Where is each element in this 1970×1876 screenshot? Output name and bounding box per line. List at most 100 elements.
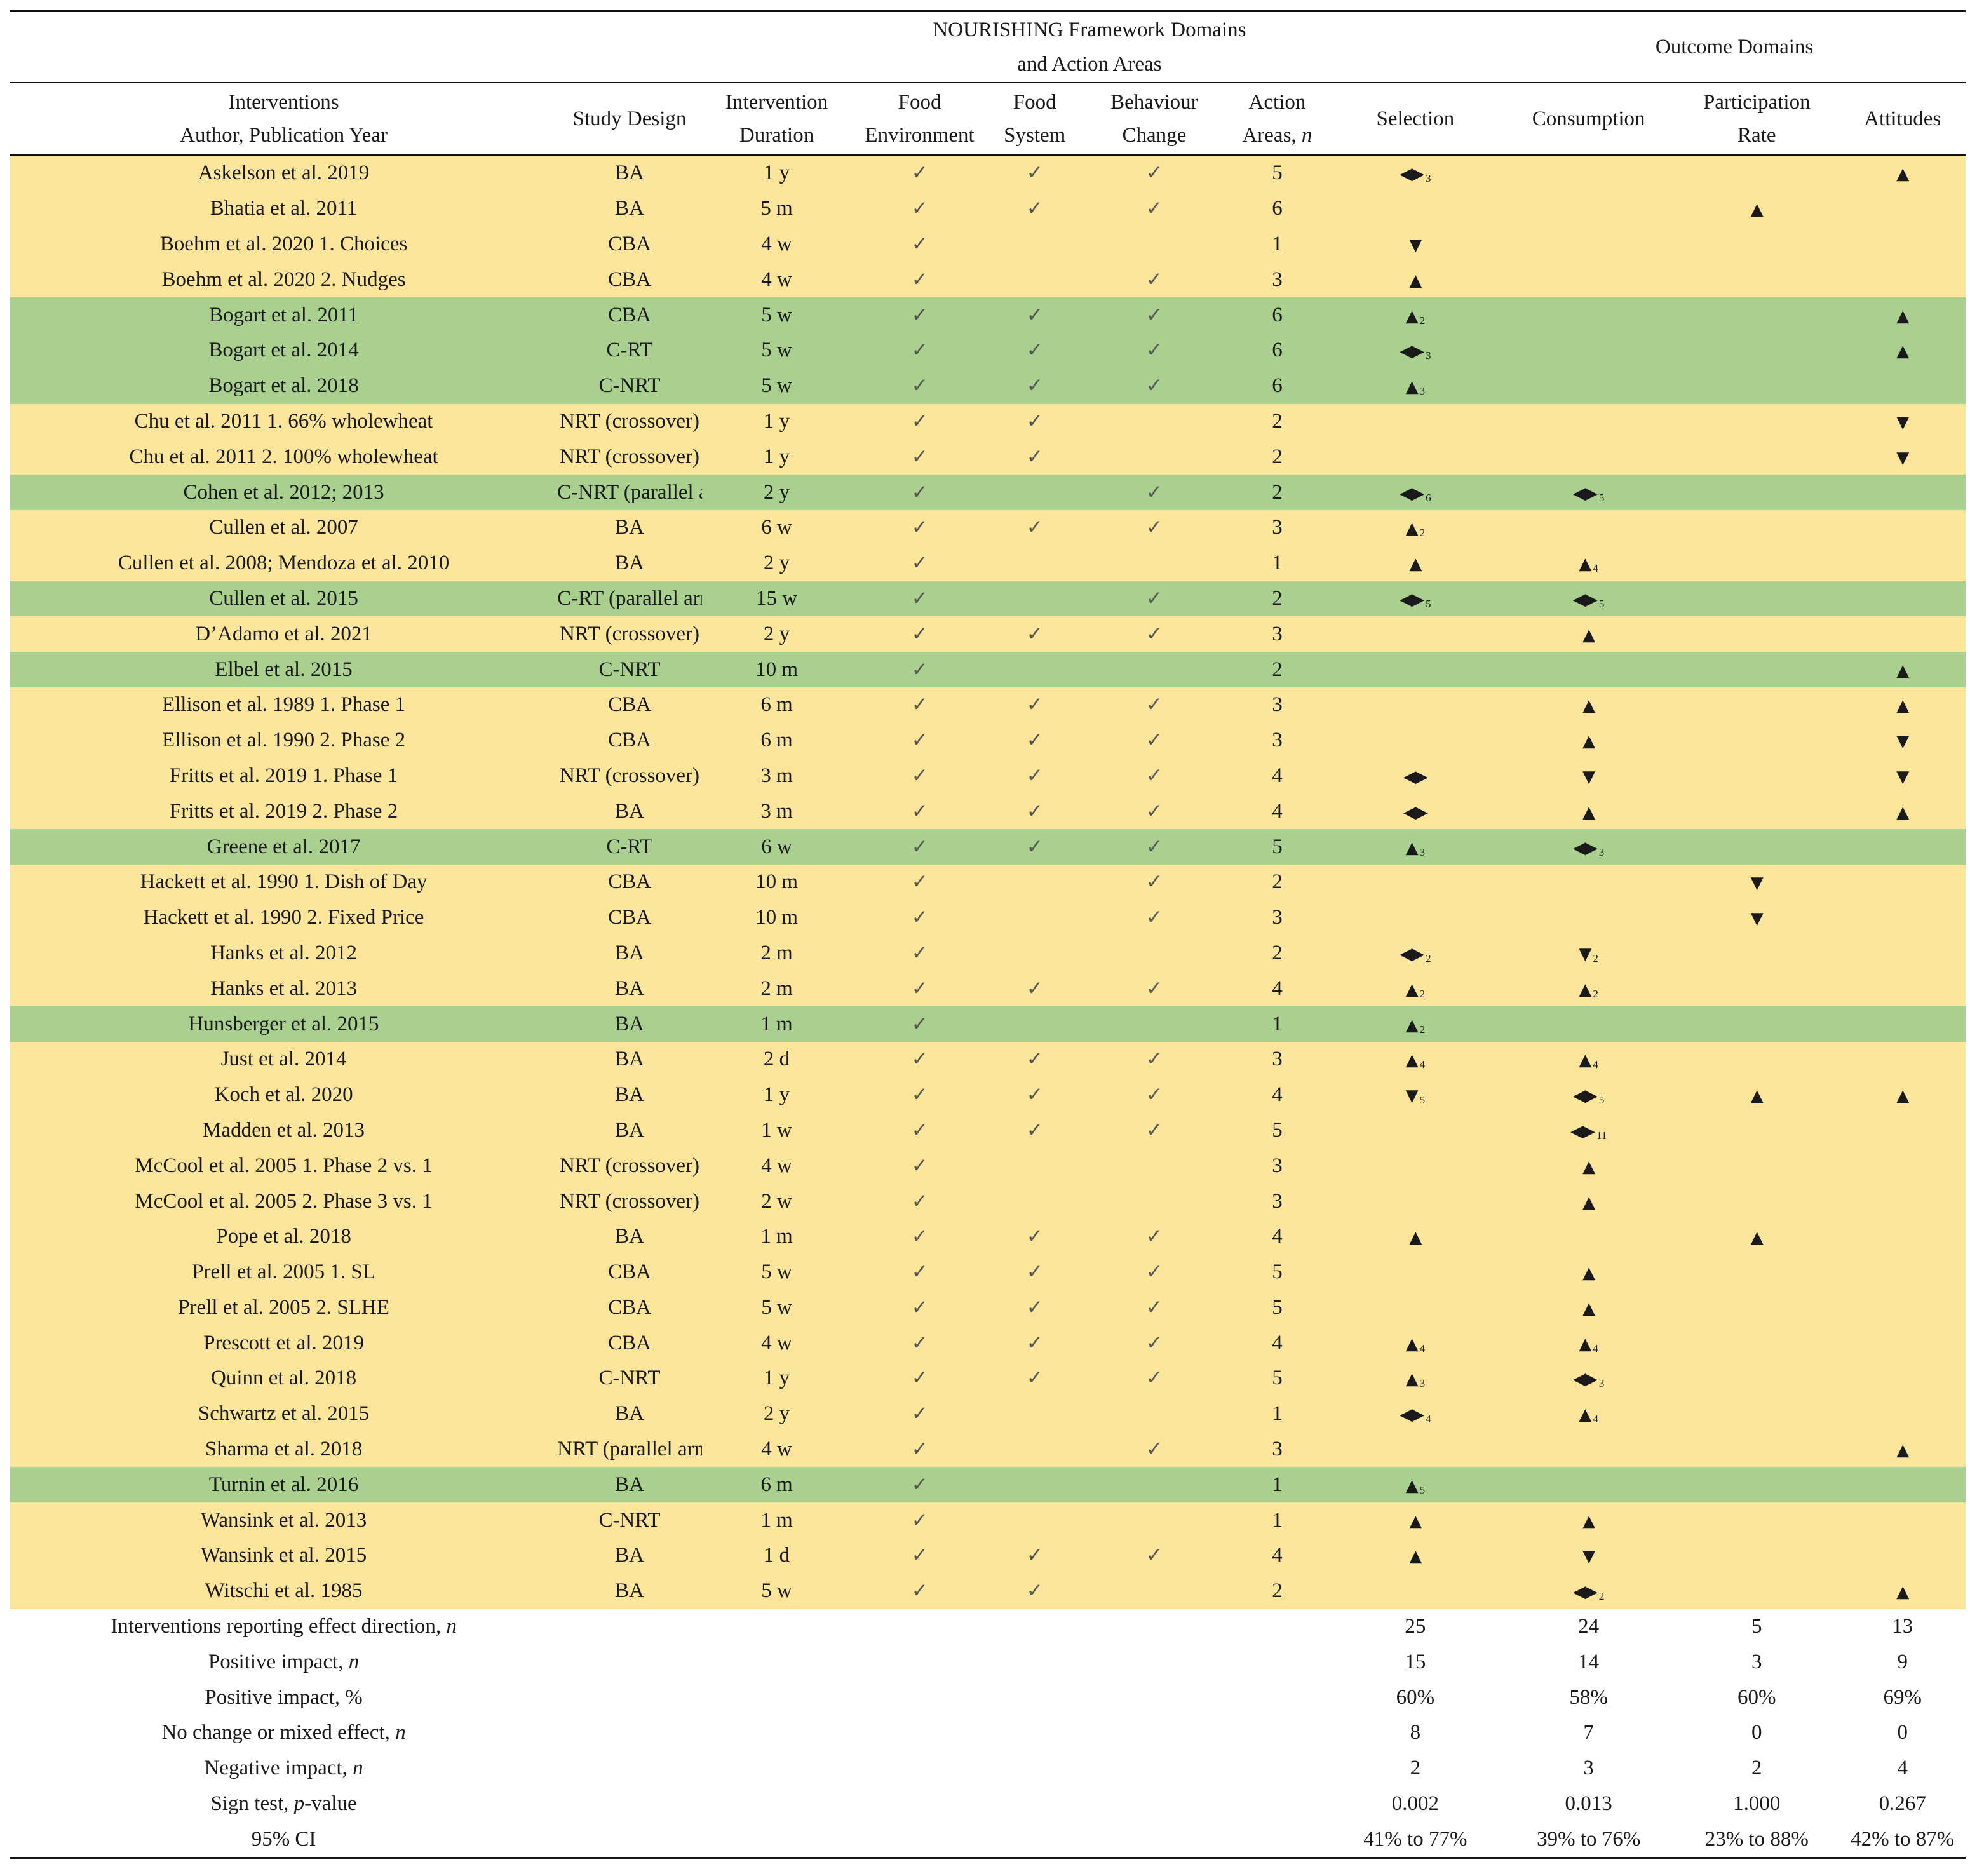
consumption-effect: ▲ 4 — [1579, 555, 1598, 574]
intervention-name: Chu et al. 2011 1. 66% wholewheat — [10, 403, 558, 440]
attitudes-effect: ▼ — [1896, 413, 1909, 432]
check-icon: ✓ — [911, 870, 928, 893]
summary-empty — [1081, 1821, 1227, 1859]
summary-label: Positive impact, n — [10, 1644, 558, 1680]
attitudes-effect: ▼ — [1896, 732, 1909, 752]
selection-cell: ▲ 3 — [1327, 1361, 1504, 1396]
check-icon: ✓ — [1026, 1295, 1043, 1318]
table-row: Wansink et al. 2015 BA 1 d ✓ ✓ ✓ 4 ▲ ▼ — [10, 1538, 1966, 1574]
summary-empty — [987, 1609, 1082, 1645]
summary-row: Positive impact, % 60% 58% 60% 69% — [10, 1680, 1966, 1716]
summary-consumption: 39% to 76% — [1503, 1821, 1675, 1859]
summary-empty — [557, 1821, 702, 1859]
study-count: 3 — [1419, 846, 1426, 858]
consumption-cell: ◀▶ 3 — [1503, 829, 1675, 865]
header-row-groups: NOURISHING Framework Domains and Action A… — [10, 10, 1966, 83]
action-areas: 3 — [1227, 1431, 1328, 1468]
summary-empty — [1227, 1644, 1328, 1680]
check-icon: ✓ — [1145, 693, 1163, 716]
summary-label-text: Sign test, — [210, 1792, 294, 1816]
attitudes-cell: ▲ — [1839, 1573, 1966, 1609]
col-food-system: Food System — [987, 82, 1082, 156]
intervention-name: Bogart et al. 2011 — [10, 297, 558, 333]
consumption-effect: ◀▶ 5 — [1572, 483, 1605, 504]
up-arrow-icon: ▲ — [1582, 1264, 1595, 1283]
table-row: Cullen et al. 2008; Mendoza et al. 2010 B… — [10, 545, 1966, 581]
participation-cell — [1674, 1361, 1840, 1396]
table-row: Chu et al. 2011 1. 66% wholewheat NRT (cr… — [10, 403, 1966, 440]
summary-empty — [557, 1644, 702, 1680]
behaviour-change-cell — [1081, 439, 1227, 475]
food-environment-cell: ✓ — [851, 935, 988, 971]
down-arrow-icon: ▼ — [1896, 732, 1909, 752]
attitudes-cell — [1839, 1184, 1966, 1219]
mixed-arrows-icon: ◀▶ — [1400, 1405, 1424, 1425]
action-areas: 5 — [1227, 1254, 1328, 1290]
summary-attitudes: 42% to 87% — [1839, 1821, 1966, 1859]
mixed-arrows-icon: ◀▶ — [1572, 483, 1598, 503]
selection-cell: ◀▶ 6 — [1327, 475, 1504, 510]
action-areas: 2 — [1227, 403, 1328, 440]
consumption-effect: ◀▶ 11 — [1570, 1122, 1607, 1142]
intervention-name: Cullen et al. 2007 — [10, 509, 558, 546]
intervention-name: Witschi et al. 1985 — [10, 1573, 558, 1609]
action-areas: 6 — [1227, 332, 1328, 368]
intervention-name: Wansink et al. 2013 — [10, 1502, 558, 1539]
selection-cell — [1327, 616, 1504, 652]
selection-cell — [1327, 439, 1504, 475]
behaviour-change-cell: ✓ — [1081, 262, 1227, 298]
consumption-cell — [1503, 226, 1675, 262]
food-environment-cell: ✓ — [851, 793, 988, 830]
consumption-effect: ▲ — [1582, 696, 1595, 715]
behaviour-change-cell: ✓ — [1081, 687, 1227, 723]
table-row: Koch et al. 2020 BA 1 y ✓ ✓ ✓ 4 ▼ 5 ◀▶ 5 ▲ ▲ — [10, 1077, 1966, 1113]
col-selection: Selection — [1327, 82, 1504, 156]
summary-empty — [701, 1750, 852, 1786]
check-icon: ✓ — [911, 1189, 928, 1212]
study-design: C-RT (parallel arm) — [557, 581, 702, 617]
check-icon: ✓ — [911, 622, 928, 645]
food-environment-cell: ✓ — [851, 1077, 988, 1113]
check-icon: ✓ — [911, 1048, 928, 1070]
duration: 1 m — [701, 1006, 852, 1042]
study-design: BA — [557, 1041, 702, 1077]
table-row: Chu et al. 2011 2. 100% wholewheat NRT (c… — [10, 439, 1966, 475]
duration: 1 y — [701, 1077, 852, 1113]
mixed-arrows-icon: ◀▶ — [1400, 342, 1424, 361]
summary-consumption: 0.013 — [1503, 1786, 1675, 1822]
check-icon: ✓ — [1026, 197, 1043, 220]
selection-cell: ◀▶ 3 — [1327, 332, 1504, 368]
action-areas: 4 — [1227, 971, 1328, 1007]
summary-empty — [851, 1715, 988, 1751]
action-areas: 3 — [1227, 509, 1328, 546]
behaviour-change-cell: ✓ — [1081, 616, 1227, 652]
intervention-name: Hackett et al. 1990 2. Fixed Price — [10, 900, 558, 936]
attitudes-effect: ▲ — [1896, 307, 1909, 326]
food-system-cell — [987, 900, 1082, 936]
check-icon: ✓ — [1145, 1367, 1163, 1389]
selection-cell — [1327, 722, 1504, 759]
summary-selection: 2 — [1327, 1750, 1504, 1786]
selection-effect: ◀▶ 5 — [1400, 590, 1431, 610]
intervention-name: Koch et al. 2020 — [10, 1077, 558, 1113]
attitudes-cell — [1839, 226, 1966, 262]
behaviour-change-cell: ✓ — [1081, 155, 1227, 191]
study-count: 5 — [1419, 1094, 1426, 1107]
duration: 10 m — [701, 900, 852, 936]
participation-cell — [1674, 1006, 1840, 1042]
summary-attitudes: 13 — [1839, 1609, 1966, 1645]
intervention-name: Ellison et al. 1990 2. Phase 2 — [10, 722, 558, 759]
check-icon: ✓ — [911, 1295, 928, 1318]
action-areas: 2 — [1227, 864, 1328, 900]
up-arrow-icon: ▲ — [1405, 1370, 1419, 1389]
study-count: 5 — [1419, 1483, 1426, 1496]
intervention-name: Bhatia et al. 2011 — [10, 191, 558, 227]
summary-empty — [1081, 1786, 1227, 1822]
check-icon: ✓ — [1145, 1331, 1163, 1354]
study-count: 4 — [1593, 562, 1598, 575]
table-row: Elbel et al. 2015 C-NRT 10 m ✓ 2 ▲ — [10, 652, 1966, 687]
intervention-name: Pope et al. 2018 — [10, 1218, 558, 1255]
consumption-cell — [1503, 439, 1675, 475]
food-system-cell: ✓ — [987, 1112, 1082, 1149]
